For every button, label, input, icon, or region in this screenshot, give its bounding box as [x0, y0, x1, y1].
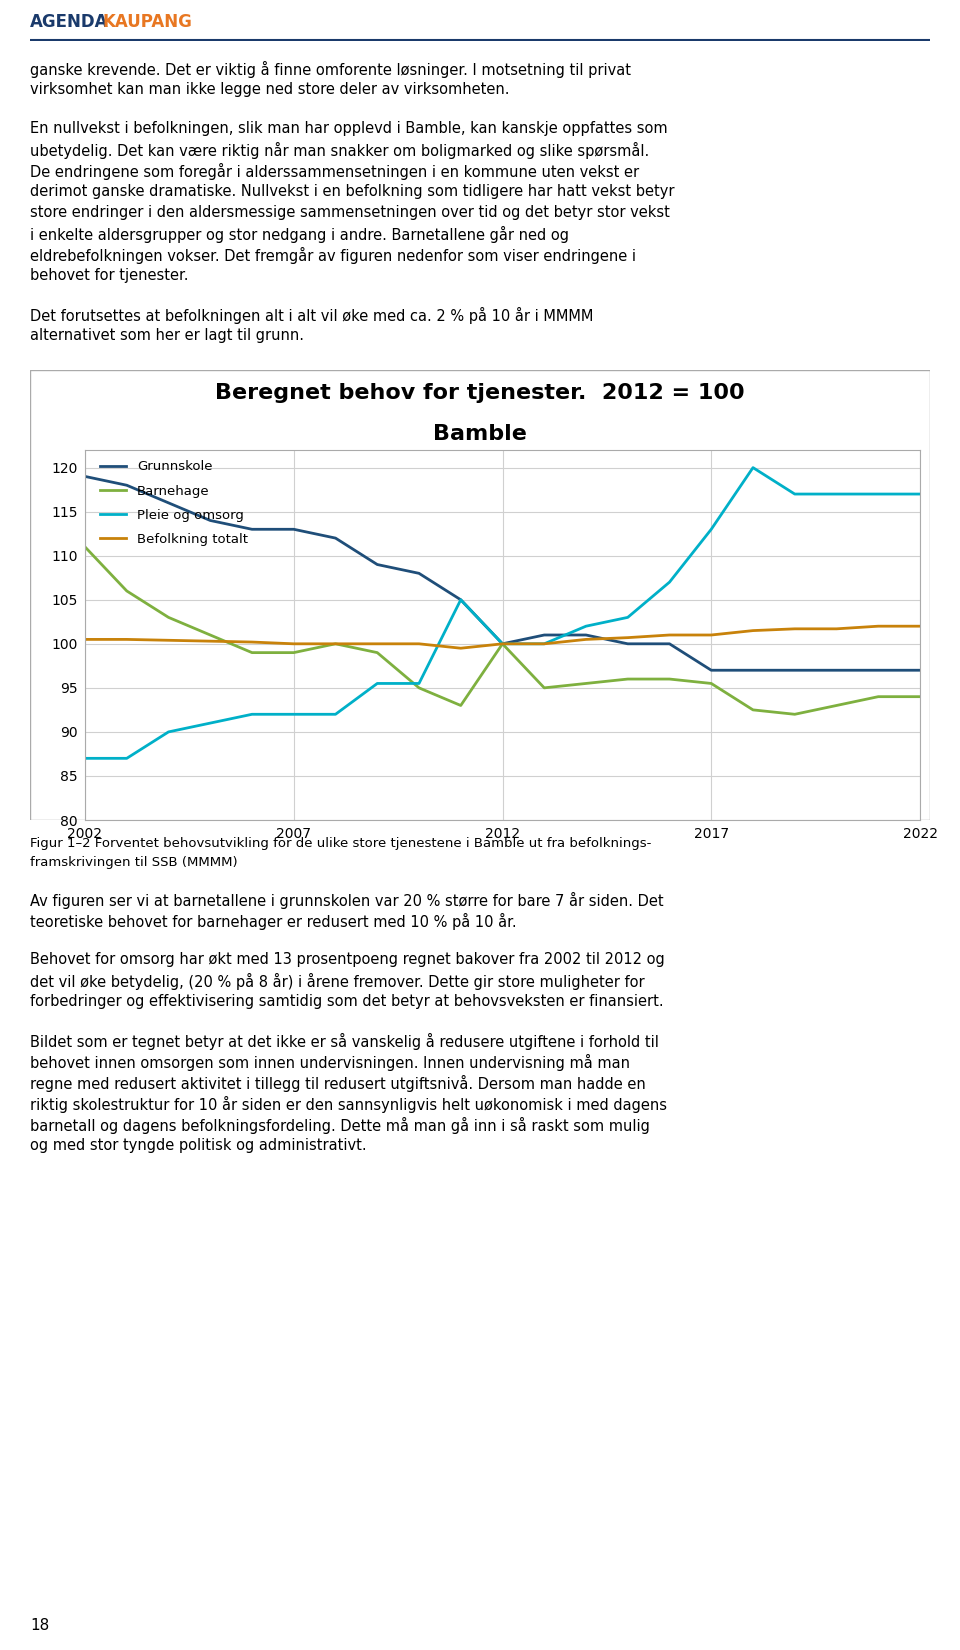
Text: behovet innen omsorgen som innen undervisningen. Innen undervisning må man: behovet innen omsorgen som innen undervi…: [30, 1054, 630, 1071]
Text: teoretiske behovet for barnehager er redusert med 10 % på 10 år.: teoretiske behovet for barnehager er red…: [30, 912, 516, 931]
Text: og med stor tyngde politisk og administrativt.: og med stor tyngde politisk og administr…: [30, 1138, 367, 1153]
Text: i enkelte aldersgrupper og stor nedgang i andre. Barnetallene går ned og: i enkelte aldersgrupper og stor nedgang …: [30, 226, 569, 243]
Text: forbedringer og effektivisering samtidig som det betyr at behovsveksten er finan: forbedringer og effektivisering samtidig…: [30, 995, 663, 1010]
Text: store endringer i den aldersmessige sammensetningen over tid og det betyr stor v: store endringer i den aldersmessige samm…: [30, 205, 670, 219]
Text: behovet for tjenester.: behovet for tjenester.: [30, 269, 188, 284]
Text: Bamble: Bamble: [433, 424, 527, 444]
Text: eldrebefolkningen vokser. Det fremgår av figuren nedenfor som viser endringene i: eldrebefolkningen vokser. Det fremgår av…: [30, 248, 636, 264]
Text: Behovet for omsorg har økt med 13 prosentpoeng regnet bakover fra 2002 til 2012 : Behovet for omsorg har økt med 13 prosen…: [30, 952, 664, 967]
Text: det vil øke betydelig, (20 % på 8 år) i årene fremover. Dette gir store mulighet: det vil øke betydelig, (20 % på 8 år) i …: [30, 974, 644, 990]
Text: AGENDA: AGENDA: [30, 13, 108, 31]
Text: alternativet som her er lagt til grunn.: alternativet som her er lagt til grunn.: [30, 328, 304, 343]
Legend: Grunnskole, Barnehage, Pleie og omsorg, Befolkning totalt: Grunnskole, Barnehage, Pleie og omsorg, …: [100, 460, 248, 546]
Text: KAUPANG: KAUPANG: [102, 13, 192, 31]
Text: Av figuren ser vi at barnetallene i grunnskolen var 20 % større for bare 7 år si: Av figuren ser vi at barnetallene i grun…: [30, 893, 663, 909]
Text: derimot ganske dramatiske. Nullvekst i en befolkning som tidligere har hatt veks: derimot ganske dramatiske. Nullvekst i e…: [30, 185, 675, 200]
Text: Beregnet behov for tjenester.  2012 = 100: Beregnet behov for tjenester. 2012 = 100: [215, 383, 745, 403]
Text: 18: 18: [30, 1619, 49, 1633]
Text: regne med redusert aktivitet i tillegg til redusert utgiftsnivå. Dersom man hadd: regne med redusert aktivitet i tillegg t…: [30, 1076, 646, 1092]
Text: Figur 1–2 Forventet behovsutvikling for de ulike store tjenestene i Bamble ut fr: Figur 1–2 Forventet behovsutvikling for …: [30, 838, 652, 850]
Text: ubetydelig. Det kan være riktig når man snakker om boligmarked og slike spørsmål: ubetydelig. Det kan være riktig når man …: [30, 142, 649, 160]
Text: ganske krevende. Det er viktig å finne omforente løsninger. I motsetning til pri: ganske krevende. Det er viktig å finne o…: [30, 61, 631, 78]
Text: virksomhet kan man ikke legge ned store deler av virksomheten.: virksomhet kan man ikke legge ned store …: [30, 82, 510, 97]
Text: Det forutsettes at befolkningen alt i alt vil øke med ca. 2 % på 10 år i MMMM: Det forutsettes at befolkningen alt i al…: [30, 307, 593, 325]
Text: Bildet som er tegnet betyr at det ikke er så vanskelig å redusere utgiftene i fo: Bildet som er tegnet betyr at det ikke e…: [30, 1033, 659, 1051]
Text: De endringene som foregår i alderssammensetningen i en kommune uten vekst er: De endringene som foregår i alderssammen…: [30, 163, 639, 180]
Text: riktig skolestruktur for 10 år siden er den sannsynligvis helt uøkonomisk i med : riktig skolestruktur for 10 år siden er …: [30, 1096, 667, 1114]
Text: framskrivingen til SSB (MMMM): framskrivingen til SSB (MMMM): [30, 855, 238, 868]
Text: barnetall og dagens befolkningsfordeling. Dette må man gå inn i så raskt som mul: barnetall og dagens befolkningsfordeling…: [30, 1117, 650, 1134]
Text: En nullvekst i befolkningen, slik man har opplevd i Bamble, kan kanskje oppfatte: En nullvekst i befolkningen, slik man ha…: [30, 120, 667, 137]
